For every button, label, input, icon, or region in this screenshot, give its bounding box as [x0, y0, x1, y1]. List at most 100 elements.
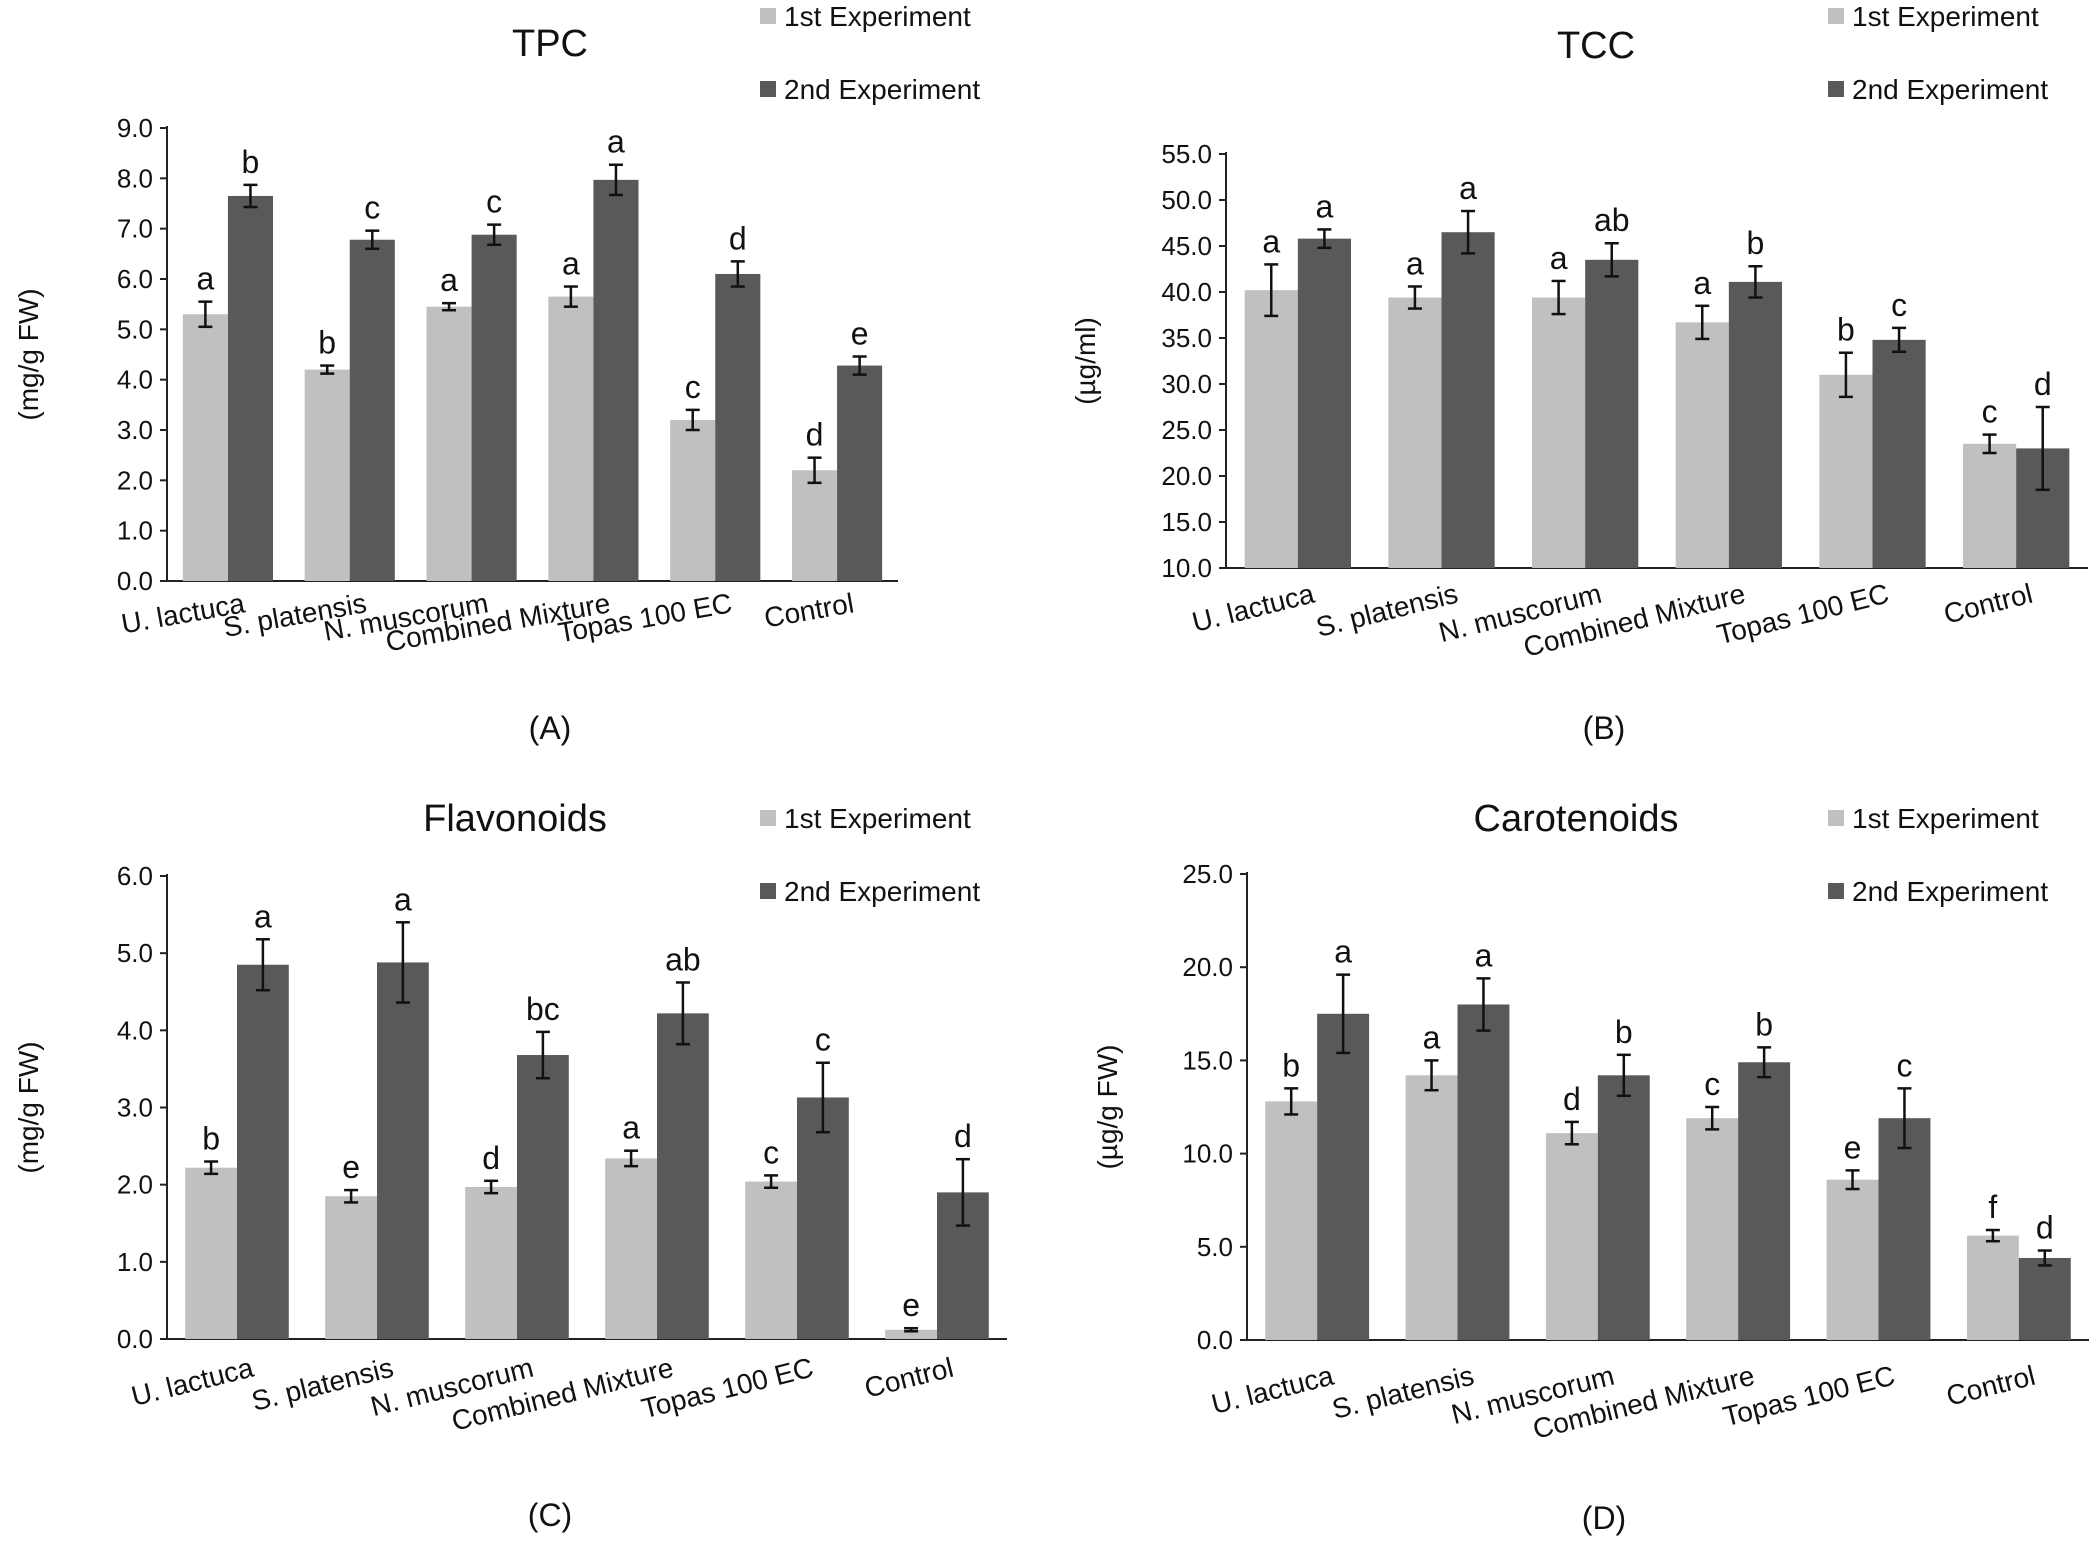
bar-u-lactuca-series-1 [1265, 1101, 1318, 1340]
bar-u-lactuca-series-2 [1297, 238, 1351, 568]
bar-control-series-1 [1966, 1235, 2019, 1340]
error-bar-u-lactuca-series-2 [255, 938, 270, 992]
error-bar-combined-mixture-series-1 [1695, 304, 1710, 341]
error-bar-u-lactuca-series-1 [1264, 263, 1279, 318]
error-bar-combined-mixture-series-2 [1748, 264, 1763, 299]
error-bar-topas-100-ec-series-2 [1892, 326, 1907, 354]
error-bar-topas-100-ec-series-2 [815, 1061, 830, 1134]
error-bar-topas-100-ec-series-2 [730, 260, 745, 288]
bar-topas-100-ec-series-2 [1878, 1118, 1931, 1340]
y-tick-label: 6.0 [117, 861, 153, 891]
significance-letter-control-series-1: e [902, 1287, 920, 1323]
y-tick-label: 0.0 [1197, 1325, 1233, 1355]
legend-label-series-1: 1st Experiment [784, 803, 971, 834]
x-tick-label-control: Control [1943, 1360, 2038, 1412]
bar-topas-100-ec-series-2 [715, 273, 761, 581]
y-tick-label: 1.0 [117, 1247, 153, 1277]
bar-s-platensis-series-1 [1388, 297, 1442, 568]
bar-n-muscorum-series-2 [517, 1055, 569, 1339]
significance-letter-topas-100-ec-series-1: b [1837, 312, 1855, 348]
bar-combined-mixture-series-1 [605, 1158, 657, 1339]
error-bar-control-series-1 [807, 456, 822, 485]
legend-swatch-series-2 [1828, 883, 1844, 899]
bar-combined-mixture-series-2 [1728, 281, 1782, 568]
legend-label-series-1: 1st Experiment [784, 1, 971, 32]
bar-topas-100-ec-series-2 [1872, 339, 1926, 568]
y-tick-label: 5.0 [117, 938, 153, 968]
significance-letter-control-series-2: d [954, 1118, 972, 1154]
x-tick-label-control: Control [762, 587, 856, 633]
error-bar-s-platensis-series-1 [1424, 1059, 1439, 1092]
bar-n-muscorum-series-2 [1597, 1075, 1650, 1340]
significance-letter-combined-mixture-series-1: a [622, 1110, 640, 1146]
y-axis-label: (µg/g FW) [1092, 1044, 1123, 1169]
bar-s-platensis-series-2 [349, 239, 395, 582]
error-bar-n-muscorum-series-1 [1564, 1120, 1579, 1146]
y-tick-label: 45.0 [1161, 231, 1212, 261]
significance-letter-u-lactuca-series-2: b [242, 144, 260, 180]
significance-letter-control-series-2: e [851, 316, 869, 352]
error-bar-topas-100-ec-series-1 [1838, 351, 1853, 399]
legend-swatch-series-2 [760, 883, 776, 899]
significance-letter-control-series-1: d [806, 417, 824, 453]
significance-letter-topas-100-ec-series-1: c [763, 1134, 779, 1170]
significance-letter-combined-mixture-series-1: c [1704, 1066, 1720, 1102]
legend-swatch-series-1 [760, 8, 776, 24]
error-bar-s-platensis-series-2 [395, 921, 410, 1004]
significance-letter-u-lactuca-series-1: b [202, 1121, 220, 1157]
significance-letter-u-lactuca-series-1: a [196, 261, 214, 297]
y-tick-label: 0.0 [117, 566, 153, 596]
bar-control-series-1 [1963, 443, 2017, 568]
bar-u-lactuca-series-1 [185, 1167, 237, 1339]
significance-letter-control-series-2: d [2034, 366, 2052, 402]
y-tick-label: 10.0 [1161, 553, 1212, 583]
error-bar-s-platensis-series-2 [365, 229, 380, 251]
bar-control-series-2 [837, 365, 883, 581]
significance-letter-topas-100-ec-series-1: e [1844, 1129, 1862, 1165]
panel-label: (A) [529, 710, 572, 746]
x-tick-label-u-lactuca: U. lactuca [1208, 1360, 1337, 1420]
error-bar-n-muscorum-series-2 [487, 223, 502, 247]
chart-panel-1: TPC 1st Experiment 2nd Experiment (mg/g FW)… [13, 1, 980, 746]
y-tick-label: 5.0 [117, 314, 153, 344]
x-tick-label-u-lactuca: U. lactuca [1189, 578, 1318, 638]
legend: 1st Experiment 2nd Experiment [1828, 1, 2048, 105]
y-tick-label: 10.0 [1182, 1139, 1233, 1169]
significance-letter-s-platensis-series-2: a [394, 881, 412, 917]
significance-letter-topas-100-ec-series-1: c [685, 369, 701, 405]
panel-label: (B) [1583, 710, 1626, 746]
bar-combined-mixture-series-1 [548, 296, 594, 581]
significance-letter-s-platensis-series-1: a [1423, 1019, 1441, 1055]
y-tick-label: 4.0 [117, 1015, 153, 1045]
y-tick-label: 20.0 [1161, 461, 1212, 491]
significance-letter-combined-mixture-series-2: b [1747, 225, 1765, 261]
legend-swatch-series-1 [760, 810, 776, 826]
significance-letter-topas-100-ec-series-2: d [729, 220, 747, 256]
significance-letter-s-platensis-series-1: b [318, 325, 336, 361]
y-tick-label: 9.0 [117, 113, 153, 143]
error-bar-n-muscorum-series-2 [1604, 241, 1619, 278]
significance-letter-combined-mixture-series-2: b [1755, 1006, 1773, 1042]
legend: 1st Experiment 2nd Experiment [760, 1, 980, 105]
bar-topas-100-ec-series-1 [745, 1181, 797, 1339]
error-bar-u-lactuca-series-1 [204, 1160, 219, 1176]
error-bar-topas-100-ec-series-1 [764, 1174, 779, 1190]
bar-s-platensis-series-2 [1457, 1004, 1510, 1340]
x-tick-label-u-lactuca: U. lactuca [128, 1352, 257, 1412]
x-tick-label-control: Control [1941, 578, 2036, 630]
error-bar-combined-mixture-series-2 [608, 163, 623, 197]
error-bar-u-lactuca-series-1 [198, 300, 213, 329]
error-bar-topas-100-ec-series-2 [1897, 1087, 1912, 1150]
y-tick-label: 5.0 [1197, 1232, 1233, 1262]
significance-letter-control-series-2: d [2036, 1210, 2054, 1246]
chart-panel-3: Flavonoids 1st Experiment 2nd Experiment (m… [13, 798, 1007, 1533]
significance-letter-topas-100-ec-series-2: c [815, 1022, 831, 1058]
legend-label-series-2: 2nd Experiment [784, 74, 980, 105]
error-bar-n-muscorum-series-1 [442, 301, 457, 312]
significance-letter-n-muscorum-series-1: a [1550, 240, 1568, 276]
y-tick-label: 55.0 [1161, 139, 1212, 169]
bar-u-lactuca-series-2 [237, 964, 289, 1339]
bar-control-series-1 [885, 1329, 937, 1339]
y-tick-label: 2.0 [117, 1170, 153, 1200]
significance-letter-combined-mixture-series-2: a [607, 124, 625, 160]
